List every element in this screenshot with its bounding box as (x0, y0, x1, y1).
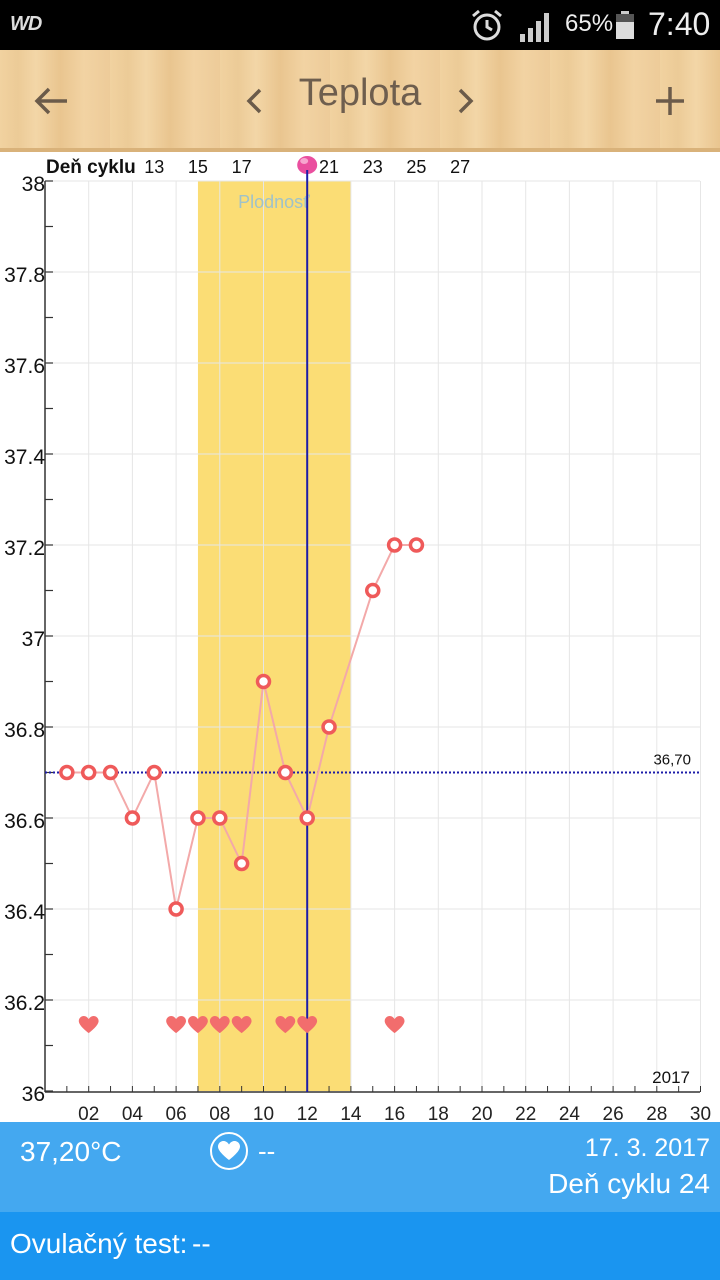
status-bar: WD 65% 7:40 (0, 0, 720, 50)
x-tick-label: 02 (78, 1104, 99, 1122)
x-tick-label: 26 (603, 1104, 624, 1122)
temperature-point[interactable] (124, 810, 141, 826)
previous-cycle-button[interactable] (236, 76, 272, 126)
x-tick-label: 14 (340, 1104, 362, 1122)
cycle-day-tick: 17 (232, 157, 252, 177)
y-tick-label: 38 (22, 173, 45, 196)
cycle-day-tick: 21 (319, 157, 339, 177)
signal-icon (520, 13, 549, 42)
current-temperature[interactable]: 37,20°C (20, 1136, 122, 1167)
temperature-point[interactable] (146, 764, 162, 781)
temperature-point[interactable] (408, 537, 425, 553)
heart-icon (275, 1016, 296, 1034)
page-title: Teplota (298, 72, 422, 114)
heart-icon (166, 1016, 186, 1034)
temperature-point[interactable] (212, 810, 228, 826)
alarm-icon (472, 9, 502, 41)
ovulation-test-value: -- (192, 1228, 211, 1259)
year-label: 2017 (652, 1068, 690, 1087)
y-tick-label: 37.8 (4, 264, 45, 287)
clock: 7:40 (648, 6, 711, 42)
heart-icon (231, 1016, 252, 1034)
temperature-line (66, 544, 417, 910)
x-tick-label: 18 (428, 1104, 449, 1122)
y-tick-label: 36.6 (4, 810, 45, 833)
temperature-point[interactable] (168, 901, 184, 917)
y-tick-label: 36.4 (4, 901, 45, 924)
temperature-point[interactable] (365, 582, 381, 599)
chevron-right-icon (458, 88, 474, 114)
y-tick-label: 36 (22, 1083, 45, 1106)
temperature-point[interactable] (277, 764, 294, 781)
chevron-left-icon (246, 88, 262, 114)
info-bar: 37,20°C -- 17. 3. 2017 Deň cyklu 24 (0, 1122, 720, 1212)
temperature-point[interactable] (299, 810, 315, 826)
cycle-day-tick: 25 (406, 157, 426, 177)
heart-icon (209, 1016, 230, 1034)
ovulation-marker-highlight (300, 158, 309, 164)
temperature-point[interactable] (321, 719, 337, 735)
y-tick-label: 37.2 (4, 537, 45, 560)
battery-percent: 65% (565, 10, 614, 37)
x-tick-label: 22 (515, 1104, 536, 1122)
y-tick-label: 36.2 (4, 992, 45, 1015)
x-tick-label: 28 (646, 1104, 667, 1122)
cycle-day-tick: 13 (144, 157, 164, 177)
plus-icon (656, 87, 684, 115)
y-tick-label: 37.6 (4, 355, 45, 378)
intercourse-value: -- (258, 1136, 276, 1166)
y-tick-label: 37.4 (4, 446, 45, 469)
x-tick-label: 08 (209, 1104, 230, 1122)
selected-date: 17. 3. 2017 (584, 1134, 710, 1162)
app-bar: Teplota (0, 50, 720, 152)
cycle-day-label: Deň cyklu (46, 157, 136, 178)
temperature-point[interactable] (80, 764, 97, 781)
y-tick-label: 37 (22, 628, 45, 651)
cycle-day-tick: 23 (363, 157, 383, 177)
temperature-point[interactable] (190, 810, 206, 826)
carrier-logo: WD (10, 13, 42, 35)
cycle-day-tick: 15 (188, 157, 208, 177)
temperature-chart[interactable]: 38 37.8 37.6 37.4 37.2 37 36.8 36.6 36.4 36.2 36 02… (0, 152, 720, 1122)
add-entry-button[interactable] (644, 76, 696, 126)
heart-icon (218, 1141, 240, 1160)
ovulation-test-label: Ovulačný test: (10, 1228, 188, 1259)
x-tick-label: 16 (384, 1104, 405, 1122)
cycle-day: Deň cyklu 24 (548, 1168, 710, 1199)
fertile-label: Plodnosť (238, 192, 310, 212)
x-tick-label: 12 (297, 1104, 318, 1122)
next-cycle-button[interactable] (448, 76, 484, 126)
x-tick-label: 24 (559, 1104, 581, 1122)
heart-icon (297, 1016, 318, 1034)
temperature-point[interactable] (102, 764, 119, 781)
back-arrow-icon (34, 87, 67, 115)
back-button[interactable] (26, 76, 76, 126)
x-tick-label: 04 (122, 1104, 144, 1122)
temperature-point[interactable] (255, 673, 272, 690)
coverline-label: 36,70 (653, 752, 691, 769)
chart-svg[interactable]: 38 37.8 37.6 37.4 37.2 37 36.8 36.6 36.4 36.2 36 02… (0, 152, 720, 1122)
y-tick-label: 36.8 (4, 719, 45, 742)
x-tick-label: 10 (253, 1104, 274, 1122)
heart-icon (384, 1016, 405, 1034)
heart-icon (78, 1016, 99, 1034)
temperature-point[interactable] (386, 537, 403, 553)
x-tick-label: 20 (471, 1104, 492, 1122)
battery-icon (616, 11, 634, 39)
ovulation-test-bar[interactable]: Ovulačný test: -- (0, 1212, 720, 1280)
cycle-day-tick: 27 (450, 157, 470, 177)
x-tick-label: 06 (166, 1104, 187, 1122)
x-tick-label: 30 (690, 1104, 711, 1122)
intercourse-button[interactable] (210, 1132, 248, 1170)
heart-icon (188, 1016, 208, 1034)
temperature-point[interactable] (233, 855, 250, 872)
temperature-point[interactable] (59, 764, 75, 781)
